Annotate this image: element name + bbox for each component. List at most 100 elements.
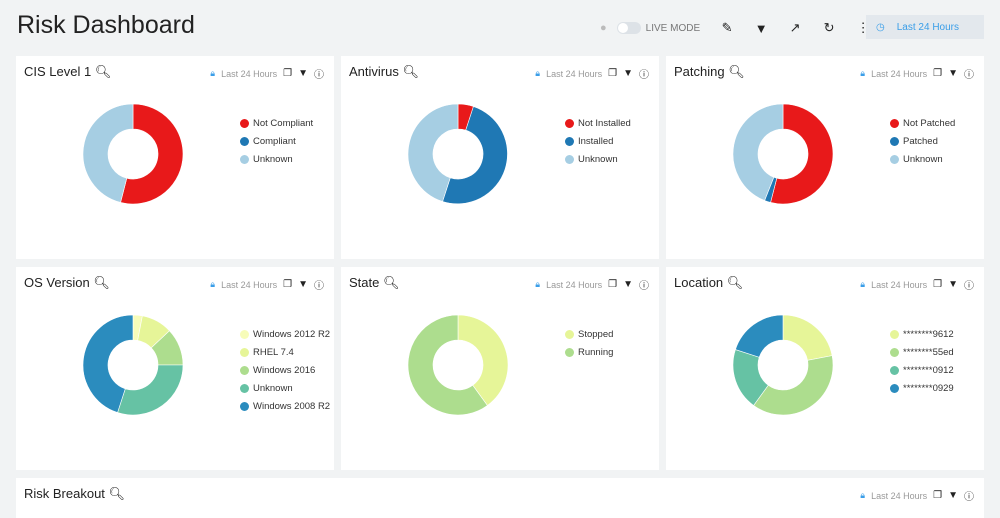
filter-icon[interactable]: ▼ — [623, 68, 633, 79]
filter-icon[interactable]: ▼ — [948, 279, 958, 290]
info-icon[interactable]: ⓘ — [314, 281, 324, 292]
donut-slice-1[interactable] — [753, 355, 834, 416]
donut-slice-0[interactable] — [770, 103, 834, 205]
legend-item[interactable]: ********9612 — [890, 325, 954, 343]
zoom-icon[interactable]: 🔍︎ — [382, 275, 400, 290]
copy-icon[interactable]: ❐ — [933, 490, 943, 501]
refresh-icon[interactable]: ↻ — [823, 20, 835, 35]
legend-swatch — [565, 118, 574, 128]
donut-slice-2[interactable] — [82, 103, 134, 203]
donut-chart — [82, 314, 184, 416]
legend-item[interactable]: Unknown — [240, 379, 330, 397]
filter-icon[interactable]: ▼ — [948, 490, 958, 501]
legend-label: Not Patched — [903, 117, 956, 129]
lock-icon: 🔒︎ — [860, 68, 866, 78]
live-mode-label: LIVE MODE — [645, 22, 701, 34]
live-mode-toggle[interactable] — [616, 22, 641, 34]
legend: Not Compliant Compliant Unknown — [240, 114, 313, 168]
donut-chart — [407, 103, 508, 205]
legend-item[interactable]: Installed — [565, 132, 631, 150]
legend-item[interactable]: ********0912 — [890, 361, 954, 379]
copy-icon[interactable]: ❐ — [933, 68, 943, 79]
info-icon[interactable]: ⓘ — [639, 281, 649, 292]
legend-label: Unknown — [253, 382, 293, 394]
panel-title: OS Version 🔍︎ — [24, 275, 110, 290]
legend-item[interactable]: Unknown — [890, 150, 955, 168]
export-icon[interactable]: ↗ — [789, 20, 801, 35]
panel-title: CIS Level 1 🔍︎ — [24, 64, 112, 79]
info-icon[interactable]: ⓘ — [314, 70, 324, 81]
filter-icon[interactable]: ▼ — [754, 20, 768, 36]
info-icon[interactable]: ⓘ — [964, 281, 974, 292]
legend-label: Unknown — [578, 153, 618, 165]
lock-icon: 🔒︎ — [210, 68, 216, 78]
legend: Not Patched Patched Unknown — [890, 114, 955, 168]
legend-swatch — [240, 347, 249, 357]
user-icon: ● — [600, 22, 607, 34]
legend-swatch — [240, 365, 249, 375]
legend-item[interactable]: ********0929 — [890, 379, 954, 397]
info-icon[interactable]: ⓘ — [964, 492, 974, 503]
legend-item[interactable]: Not Patched — [890, 114, 955, 132]
info-icon[interactable]: ⓘ — [639, 70, 649, 81]
donut-slice-0[interactable] — [782, 314, 833, 361]
donut-slice-2[interactable] — [407, 103, 459, 202]
filter-icon[interactable]: ▼ — [948, 68, 958, 79]
copy-icon[interactable]: ❐ — [933, 279, 943, 290]
donut-slice-3[interactable] — [117, 364, 184, 416]
legend-label: Windows 2012 R2 — [253, 328, 331, 340]
edit-icon[interactable]: ✎ — [721, 20, 733, 35]
legend-label: ********0912 — [903, 364, 954, 376]
legend-item[interactable]: Unknown — [240, 150, 313, 168]
panel-title: Location 🔍︎ — [674, 275, 744, 290]
zoom-icon[interactable]: 🔍︎ — [402, 64, 419, 79]
panel-risk-breakout: Risk Breakout 🔍︎ 🔒︎ Last 24 Hours ❐ ▼ ⓘ — [16, 478, 984, 518]
legend-item[interactable]: RHEL 7.4 — [240, 343, 330, 361]
legend-item[interactable]: Stopped — [565, 325, 613, 343]
legend-swatch — [240, 118, 249, 128]
filter-icon[interactable]: ▼ — [298, 279, 308, 290]
donut-slice-2[interactable] — [732, 103, 784, 201]
panel-meta: 🔒︎ Last 24 Hours ❐ ▼ ⓘ — [535, 66, 649, 81]
legend-item[interactable]: Windows 2016 — [240, 361, 330, 379]
legend-item[interactable]: Running — [565, 343, 613, 361]
clock-icon: ◷ — [876, 21, 885, 33]
copy-icon[interactable]: ❐ — [283, 68, 293, 79]
filter-icon[interactable]: ▼ — [623, 279, 633, 290]
legend-item[interactable]: Not Compliant — [240, 114, 313, 132]
time-range-button[interactable]: ◷ Last 24 Hours — [866, 15, 984, 39]
legend-item[interactable]: Compliant — [240, 132, 313, 150]
zoom-icon[interactable]: 🔍︎ — [728, 64, 745, 79]
panel-time-label: Last 24 Hours — [221, 279, 278, 290]
donut-slice-0[interactable] — [120, 103, 184, 205]
panel-meta: 🔒︎ Last 24 Hours ❐ ▼ ⓘ — [860, 277, 974, 292]
donut-chart — [732, 103, 834, 205]
copy-icon[interactable]: ❐ — [608, 279, 618, 290]
lock-icon: 🔒︎ — [535, 68, 541, 78]
legend-item[interactable]: Windows 2012 R2 — [240, 325, 330, 343]
legend-item[interactable]: ********55ed — [890, 343, 954, 361]
legend-item[interactable]: Windows 2008 R2 — [240, 397, 330, 415]
legend-item[interactable]: Not Installed — [565, 114, 631, 132]
donut-slice-0[interactable] — [457, 314, 509, 406]
copy-icon[interactable]: ❐ — [283, 279, 293, 290]
donut-slice-3[interactable] — [735, 314, 784, 358]
zoom-icon[interactable]: 🔍︎ — [726, 275, 744, 290]
legend-swatch — [240, 401, 249, 411]
filter-icon[interactable]: ▼ — [298, 68, 308, 79]
donut-slice-1[interactable] — [442, 106, 508, 205]
zoom-icon[interactable]: 🔍︎ — [93, 275, 110, 290]
panel-meta: 🔒︎ Last 24 Hours ❐ ▼ ⓘ — [860, 488, 974, 503]
legend-item[interactable]: Patched — [890, 132, 955, 150]
zoom-icon[interactable]: 🔍︎ — [108, 486, 126, 501]
info-icon[interactable]: ⓘ — [964, 70, 974, 81]
donut-slice-4[interactable] — [82, 314, 134, 413]
copy-icon[interactable]: ❐ — [608, 68, 618, 79]
legend-item[interactable]: Unknown — [565, 150, 631, 168]
zoom-icon[interactable]: 🔍︎ — [94, 64, 112, 79]
legend-swatch — [890, 118, 899, 128]
legend-label: Not Installed — [578, 117, 631, 129]
page-title: Risk Dashboard — [17, 11, 195, 39]
donut-slice-1[interactable] — [407, 314, 488, 416]
legend-swatch — [240, 383, 249, 393]
